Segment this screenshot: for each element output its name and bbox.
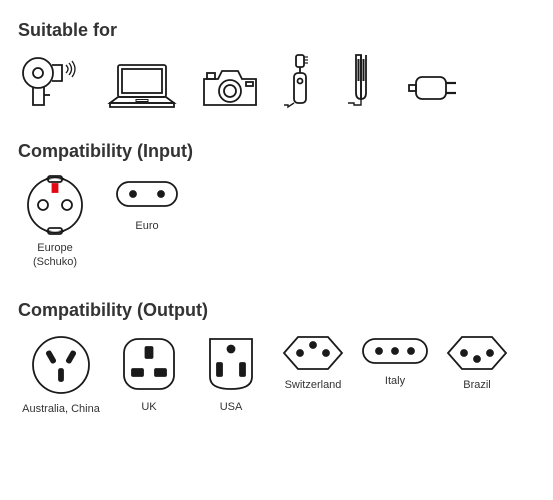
heading-suitable: Suitable for: [18, 20, 535, 41]
device-straightener: [344, 53, 384, 111]
device-charger: [406, 67, 460, 111]
schuko-icon: [24, 174, 86, 236]
br-icon: [442, 333, 512, 373]
plug-label: USA: [220, 401, 243, 415]
plug-usa: USA: [194, 333, 268, 415]
plug-label: Italy: [385, 375, 405, 389]
device-laptop: [106, 61, 178, 111]
ch-icon: [278, 333, 348, 373]
plug-euro: Euro: [110, 174, 184, 234]
hairdryer-icon: [18, 55, 84, 111]
usa-icon: [202, 333, 260, 395]
section-input: Compatibility (Input) Europe (Schuko): [18, 141, 535, 270]
plug-label: UK: [141, 401, 156, 415]
euro-icon: [113, 174, 181, 214]
plug-au-cn: Australia, China: [18, 333, 104, 417]
plug-label: Switzerland: [285, 379, 342, 393]
device-row: [18, 53, 535, 111]
plug-label: Brazil: [463, 379, 491, 393]
charger-icon: [406, 67, 460, 111]
plug-uk: UK: [112, 333, 186, 415]
plug-it: Italy: [358, 333, 432, 389]
section-output: Compatibility (Output) Australia, China: [18, 300, 535, 417]
toothbrush-icon: [282, 53, 322, 111]
output-plug-row: Australia, China UK: [18, 333, 535, 417]
it-icon: [359, 333, 431, 369]
heading-input: Compatibility (Input): [18, 141, 535, 162]
device-hairdryer: [18, 55, 84, 111]
device-toothbrush: [282, 53, 322, 111]
camera-icon: [200, 65, 260, 111]
plug-label: Europe (Schuko): [18, 242, 92, 270]
uk-icon: [118, 333, 180, 395]
plug-label: Australia, China: [22, 403, 100, 417]
heading-output: Compatibility (Output): [18, 300, 535, 321]
plug-ch: Switzerland: [276, 333, 350, 393]
straightener-icon: [344, 53, 384, 111]
device-camera: [200, 65, 260, 111]
input-plug-row: Europe (Schuko) Euro: [18, 174, 535, 270]
plug-label: Euro: [135, 220, 158, 234]
laptop-icon: [106, 61, 178, 111]
au-cn-icon: [29, 333, 93, 397]
plug-br: Brazil: [440, 333, 514, 393]
plug-schuko: Europe (Schuko): [18, 174, 92, 270]
section-suitable: Suitable for: [18, 20, 535, 111]
